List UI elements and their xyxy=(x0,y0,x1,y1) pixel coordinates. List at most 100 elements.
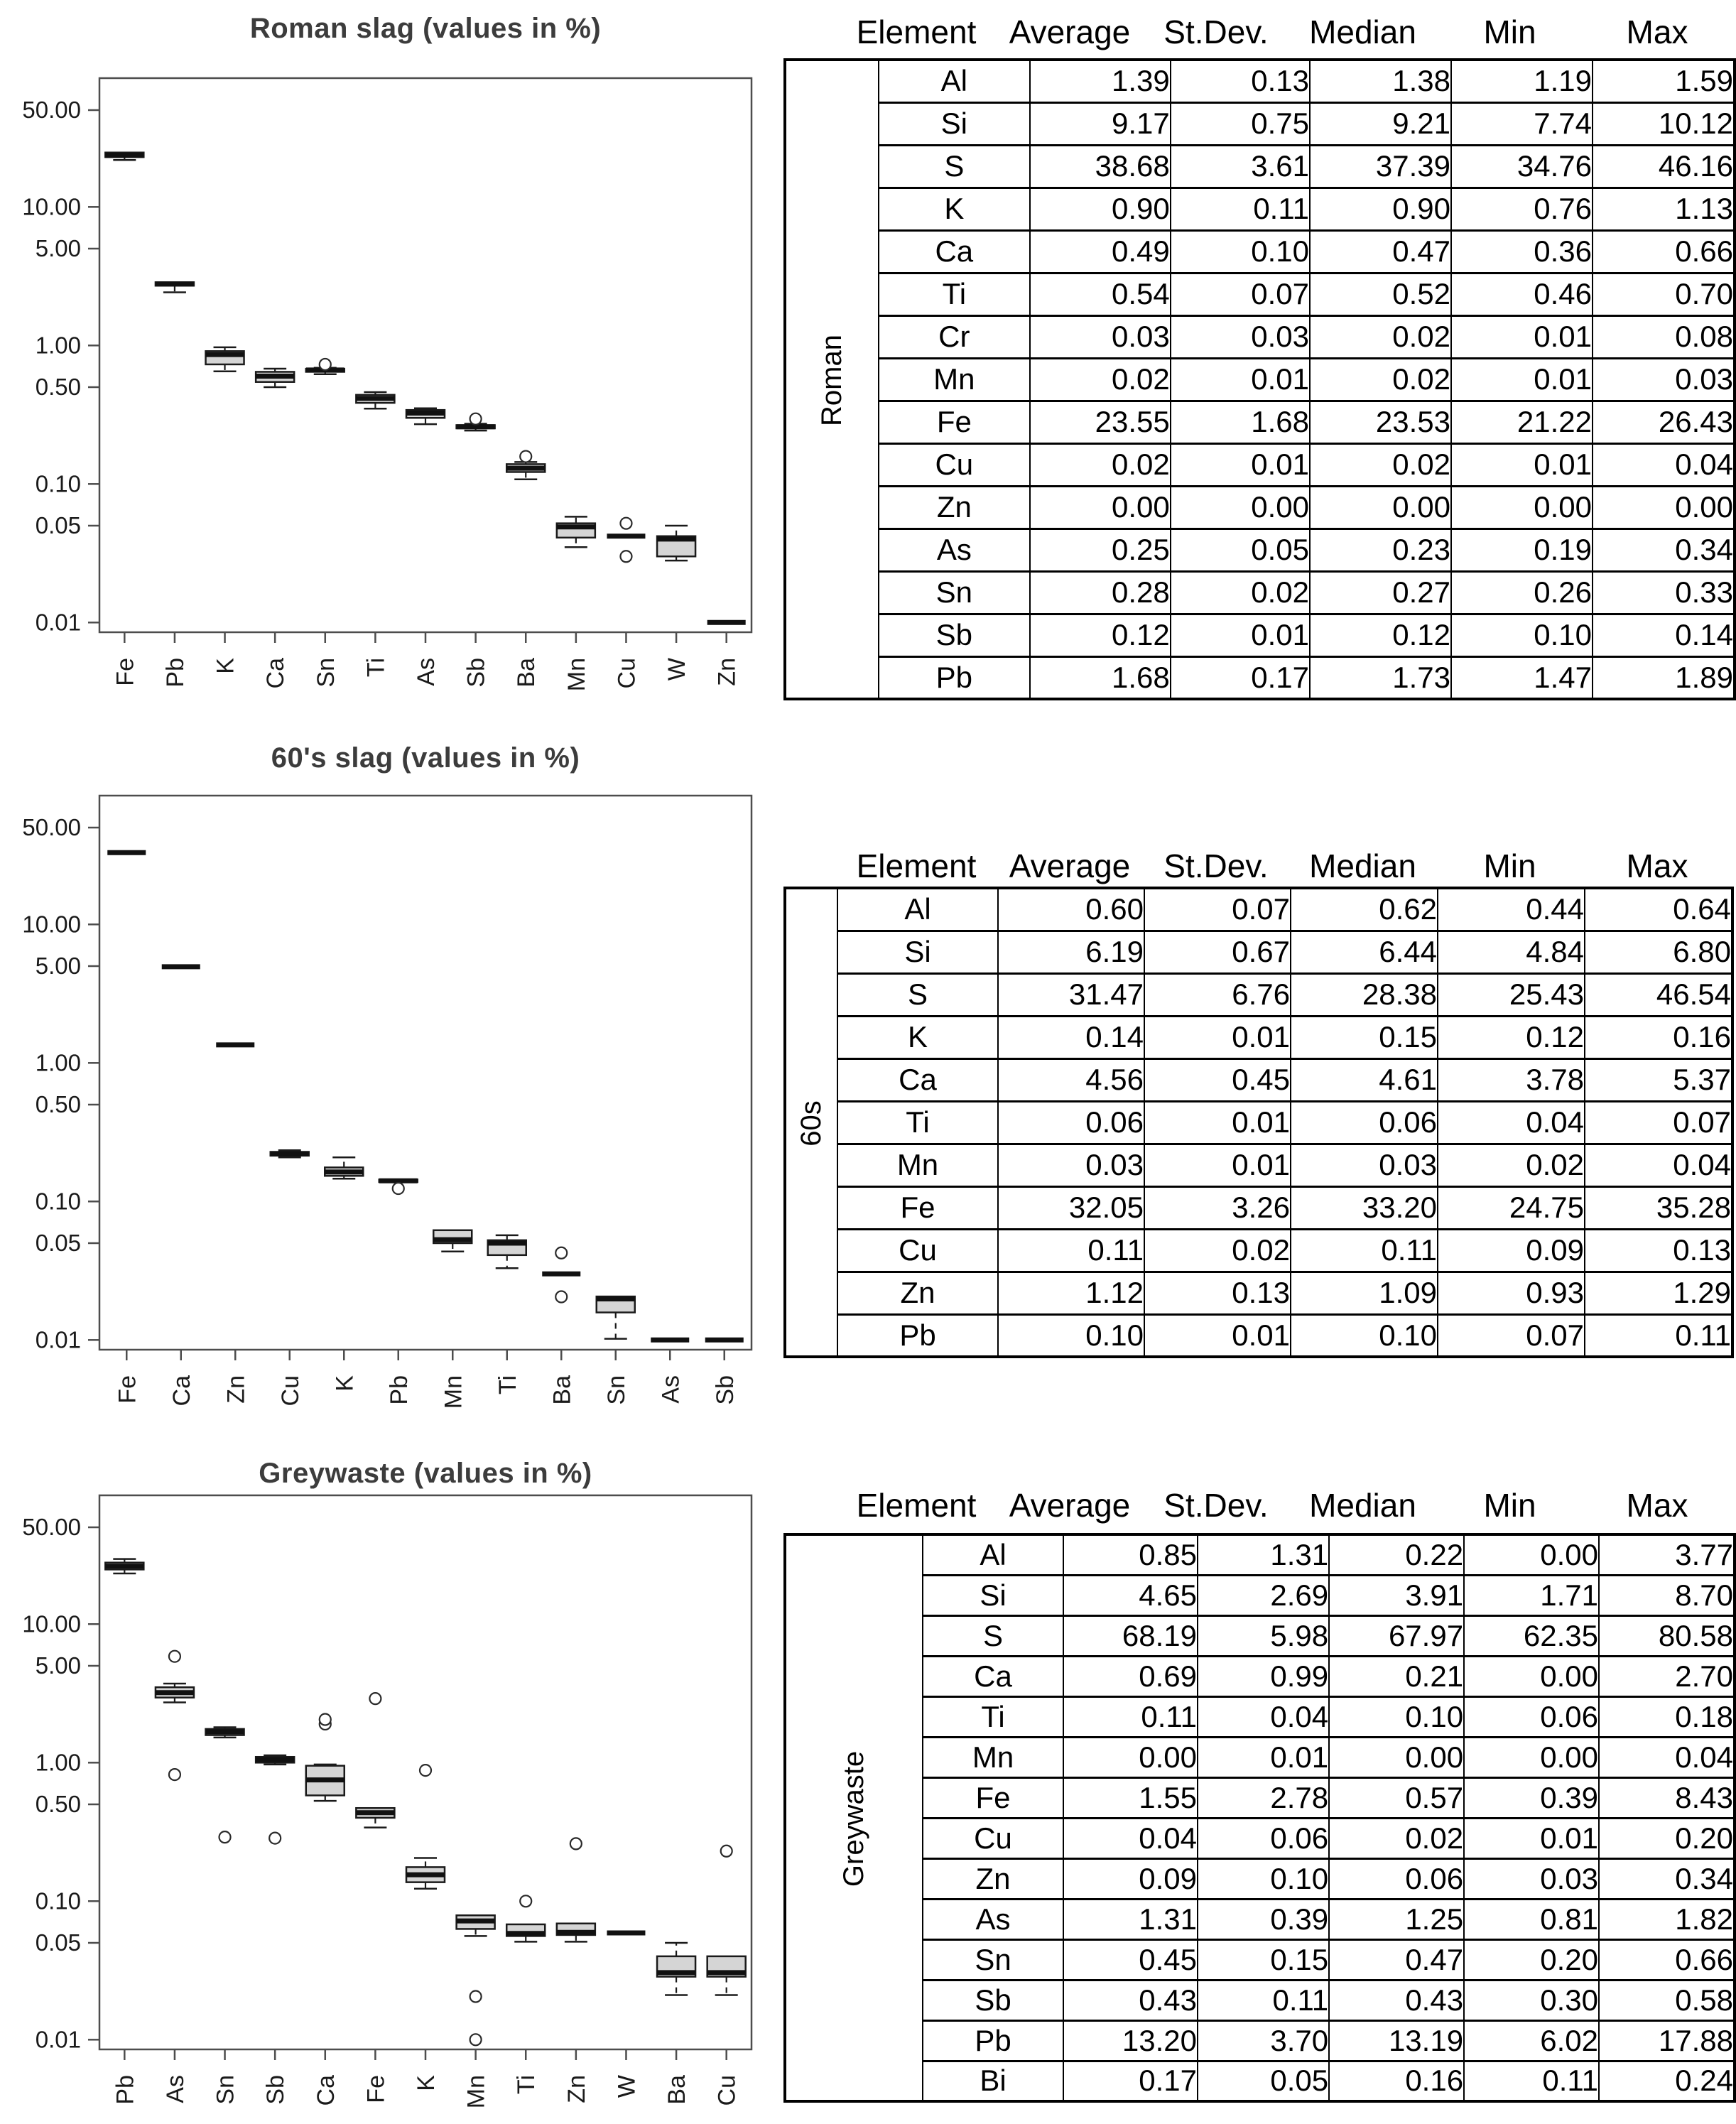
value-cell: 0.02 xyxy=(1029,357,1171,402)
value-cell: 13.19 xyxy=(1328,2019,1465,2062)
value-cell: 0.01 xyxy=(1450,314,1593,359)
value-cell: 0.01 xyxy=(1144,1014,1291,1060)
y-tick-label: 0.05 xyxy=(36,1929,81,1956)
y-tick-label: 5.00 xyxy=(36,1652,81,1679)
table-row: Greywaste Al 0.85 1.31 0.22 0.00 3.77 xyxy=(783,1533,1735,2103)
x-category-label: Zn xyxy=(563,2075,590,2103)
boxplot-box-Cu xyxy=(706,1844,747,1996)
value-cell: 1.13 xyxy=(1591,186,1736,232)
value-cell: 0.17 xyxy=(1062,2059,1199,2103)
y-tick-label: 1.00 xyxy=(36,1049,81,1075)
y-tick-label: 10.00 xyxy=(22,1610,81,1637)
boxplot-box-Pb xyxy=(378,1178,418,1196)
value-cell: 0.12 xyxy=(1308,612,1452,658)
x-category-label: Ti xyxy=(362,658,389,677)
element-cell: Zn xyxy=(837,1270,999,1316)
value-cell: 0.43 xyxy=(1062,1978,1199,2022)
column-header-element: Element xyxy=(856,13,977,50)
table-row: Sn 0.45 0.15 0.47 0.20 0.66 xyxy=(785,1938,1735,1981)
element-cell: Ca xyxy=(877,229,1031,274)
y-tick-label: 0.10 xyxy=(36,1188,81,1214)
value-cell: 1.25 xyxy=(1328,1897,1465,1941)
outlier-point xyxy=(555,1290,568,1304)
value-cell: 23.53 xyxy=(1308,399,1452,445)
table-row: Mn 0.00 0.01 0.00 0.00 0.04 xyxy=(785,1735,1735,1779)
value-cell: 0.02 xyxy=(1308,357,1452,402)
boxplot-box-Sn xyxy=(205,1726,245,1844)
table-row: S 31.47 6.76 28.38 25.43 46.54 xyxy=(785,972,1733,1017)
boxplot-box-Ba xyxy=(656,1941,697,1996)
value-cell: 0.62 xyxy=(1290,887,1438,932)
value-cell: 0.33 xyxy=(1591,570,1736,615)
table-row: Ti 0.06 0.01 0.06 0.04 0.07 xyxy=(785,1100,1733,1145)
outlier-point xyxy=(619,516,633,530)
column-header-element: Element xyxy=(856,847,977,884)
value-cell: 0.22 xyxy=(1328,1533,1465,1576)
table-row: Bi 0.17 0.05 0.16 0.11 0.24 xyxy=(785,2059,1735,2103)
boxplot-box-Pb xyxy=(154,281,195,293)
value-cell: 0.01 xyxy=(1196,1735,1330,1779)
value-cell: 6.80 xyxy=(1584,929,1733,975)
table-row: Mn 0.03 0.01 0.03 0.02 0.04 xyxy=(785,1142,1733,1188)
boxplot-box-Ti xyxy=(487,1234,527,1269)
boxplot-box-W xyxy=(656,524,697,562)
value-cell: 0.90 xyxy=(1308,186,1452,232)
plot-frame xyxy=(98,77,753,634)
outlier-point xyxy=(519,450,533,463)
x-category-label: Sn xyxy=(603,1375,630,1405)
value-cell: 0.02 xyxy=(1308,442,1452,487)
value-cell: 0.08 xyxy=(1591,314,1736,359)
value-cell: 46.54 xyxy=(1584,972,1733,1017)
table-row: Sb 0.12 0.01 0.12 0.10 0.14 xyxy=(785,612,1736,658)
plot-title-roman: Roman slag (values in %) xyxy=(249,13,602,44)
value-cell: 0.52 xyxy=(1308,271,1452,317)
column-header-stdev: St.Dev. xyxy=(1163,13,1269,50)
value-cell: 0.00 xyxy=(1328,1735,1465,1779)
value-cell: 0.18 xyxy=(1598,1695,1735,1738)
value-cell: 4.61 xyxy=(1290,1057,1438,1102)
x-category-label: Zn xyxy=(222,1375,249,1404)
element-cell: K xyxy=(837,1014,999,1060)
element-cell: Mn xyxy=(877,357,1031,402)
y-tick-label: 5.00 xyxy=(36,953,81,979)
element-cell: Zn xyxy=(877,484,1031,530)
value-cell: 1.89 xyxy=(1591,655,1736,700)
element-cell: Pb xyxy=(922,2019,1064,2062)
value-cell: 0.07 xyxy=(1584,1100,1733,1145)
value-cell: 6.44 xyxy=(1290,929,1438,975)
value-cell: 0.27 xyxy=(1308,570,1452,615)
x-category-label: Ba xyxy=(513,658,540,688)
table-row: S 68.19 5.98 67.97 62.35 80.58 xyxy=(785,1614,1735,1657)
value-cell: 0.69 xyxy=(1062,1654,1199,1698)
value-cell: 0.93 xyxy=(1437,1270,1585,1316)
value-cell: 3.78 xyxy=(1437,1057,1585,1102)
element-cell: Si xyxy=(922,1573,1064,1617)
value-cell: 0.07 xyxy=(1437,1313,1585,1358)
value-cell: 24.75 xyxy=(1437,1185,1585,1230)
element-cell: Cr xyxy=(877,314,1031,359)
value-cell: 0.11 xyxy=(997,1228,1145,1273)
value-cell: 0.14 xyxy=(1591,612,1736,658)
value-cell: 0.07 xyxy=(1144,887,1291,932)
x-category-label: Fe xyxy=(112,658,139,686)
element-cell: Sb xyxy=(877,612,1031,658)
value-cell: 0.15 xyxy=(1290,1014,1438,1060)
value-cell: 1.73 xyxy=(1308,655,1452,700)
value-cell: 4.56 xyxy=(997,1057,1145,1102)
value-cell: 0.00 xyxy=(1169,484,1311,530)
value-cell: 0.01 xyxy=(1450,442,1593,487)
y-tick-label: 0.50 xyxy=(36,374,81,400)
boxplot-box-Fe xyxy=(104,151,145,161)
value-cell: 17.88 xyxy=(1598,2019,1735,2062)
table-body: Greywaste Al 0.85 1.31 0.22 0.00 3.77 Si 4.65 2.6… xyxy=(783,1533,1736,2103)
element-cell: Fe xyxy=(837,1185,999,1230)
value-cell: 1.12 xyxy=(997,1270,1145,1316)
value-cell: 0.11 xyxy=(1463,2059,1600,2103)
value-cell: 0.01 xyxy=(1144,1100,1291,1145)
value-cell: 0.12 xyxy=(1029,612,1171,658)
boxplot-box-Sb xyxy=(455,412,496,432)
element-cell: Cu xyxy=(922,1816,1064,1860)
table-row: Ti 0.54 0.07 0.52 0.46 0.70 xyxy=(785,271,1736,317)
value-cell: 0.02 xyxy=(1437,1142,1585,1188)
column-header-median: Median xyxy=(1309,13,1416,50)
